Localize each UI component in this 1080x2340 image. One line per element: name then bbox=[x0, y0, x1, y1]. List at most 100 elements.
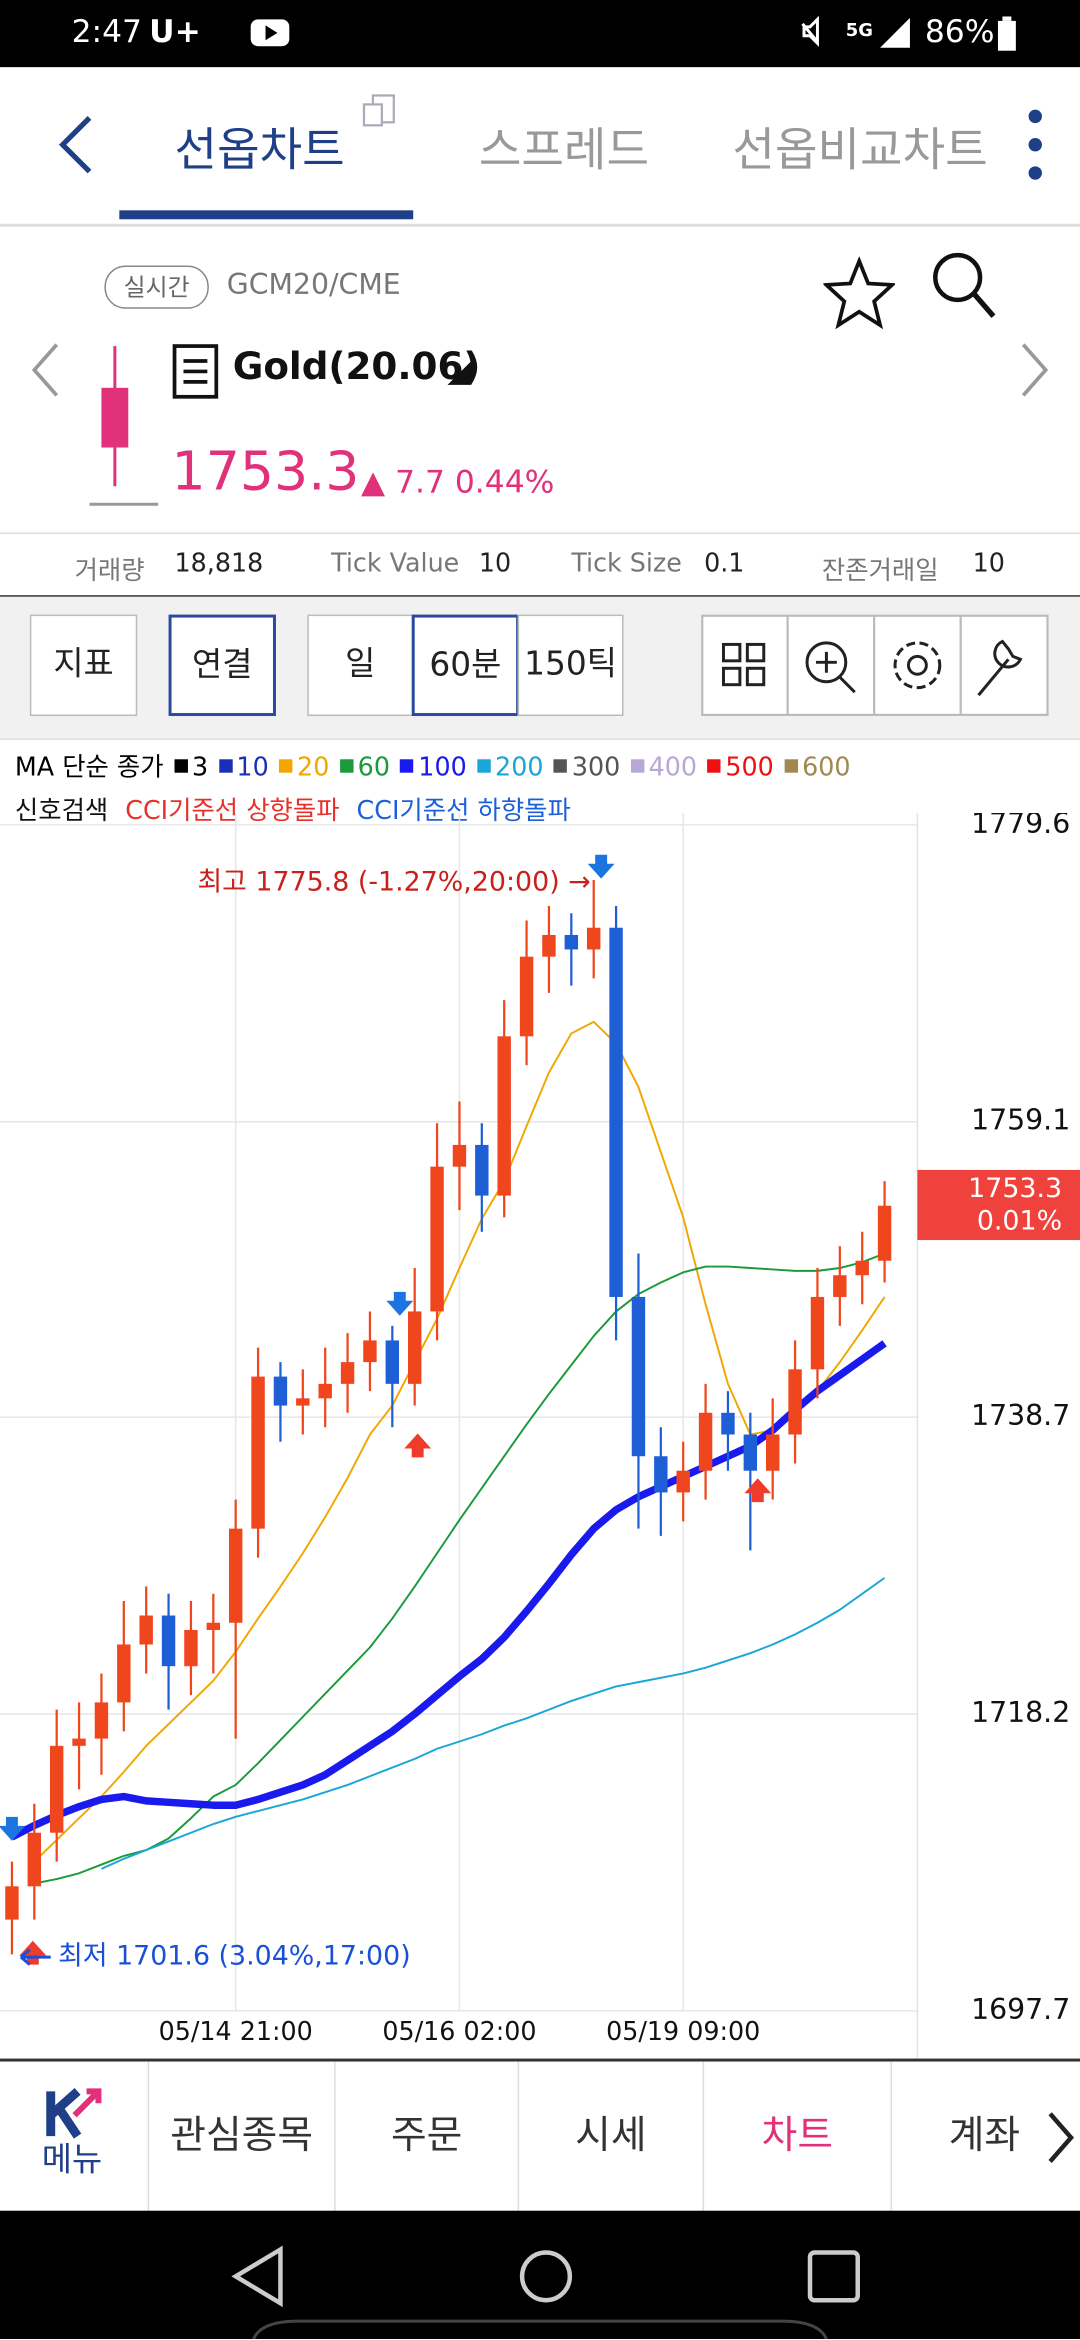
dropdown-arrow[interactable] bbox=[445, 358, 475, 388]
carrier: U+ bbox=[149, 13, 201, 50]
item-name[interactable]: Gold(20.06) bbox=[232, 344, 481, 388]
nav-item[interactable]: 계좌 bbox=[948, 2113, 1021, 2159]
legend-item: 600 bbox=[784, 753, 850, 783]
signal-down-arrow bbox=[0, 1816, 26, 1841]
search-button[interactable] bbox=[928, 248, 1000, 326]
legend-swatch bbox=[784, 759, 798, 773]
candle-body bbox=[430, 1166, 444, 1312]
candle-body bbox=[788, 1369, 802, 1435]
tab-indicator bbox=[119, 210, 414, 220]
candle-icon bbox=[89, 346, 159, 506]
legend-label: 600 bbox=[802, 753, 851, 784]
youtube-icon bbox=[250, 19, 290, 47]
legend-swatch bbox=[707, 759, 721, 773]
signal-row: 신호검색 CCI기준선 상향돌파 CCI기준선 하향돌파 bbox=[15, 789, 571, 827]
legend-item: 300 bbox=[553, 753, 621, 784]
legend-label: 100 bbox=[418, 753, 467, 784]
candle-body bbox=[586, 927, 601, 950]
legend-label: 20 bbox=[297, 753, 330, 784]
info-value: 0.1 bbox=[704, 548, 745, 579]
system-nav-icons[interactable] bbox=[0, 2211, 1080, 2340]
last-price-tag bbox=[917, 1169, 1080, 1241]
period-button[interactable]: 60분 bbox=[411, 614, 520, 717]
menu-button[interactable]: 메뉴 bbox=[0, 2061, 150, 2214]
candle-body bbox=[877, 1205, 892, 1261]
status-icons: 5G bbox=[801, 15, 910, 48]
signal-up[interactable]: CCI기준선 상향돌파 bbox=[125, 796, 340, 827]
clock: 2:47 bbox=[71, 13, 142, 50]
legend-label: 10 bbox=[236, 753, 269, 784]
info-label: Tick Value bbox=[331, 548, 460, 579]
nav-item[interactable]: 주문 bbox=[336, 2061, 520, 2214]
link-button[interactable]: 연결 bbox=[168, 614, 276, 717]
legend-item: 20 bbox=[279, 753, 329, 783]
bottom-nav: 메뉴 관심종목 주문 시세 차트 계좌 bbox=[0, 2058, 1080, 2214]
next-item[interactable] bbox=[1017, 340, 1053, 400]
legend-label: 300 bbox=[571, 753, 621, 784]
back-button[interactable] bbox=[54, 112, 99, 178]
tab-active[interactable]: 선옵차트 bbox=[174, 123, 345, 178]
period-button[interactable]: 일 bbox=[307, 614, 414, 717]
favorite-button[interactable] bbox=[823, 256, 896, 332]
candle-body bbox=[564, 934, 579, 950]
candle-body bbox=[833, 1275, 847, 1297]
candle-body bbox=[184, 1630, 198, 1667]
candle-body bbox=[765, 1434, 780, 1471]
candle-body bbox=[698, 1412, 713, 1471]
legend-item: 10 bbox=[218, 753, 269, 784]
x-tick-label: 05/16 02:00 bbox=[382, 2016, 536, 2046]
legend-swatch bbox=[553, 759, 568, 773]
info-value: 18,818 bbox=[174, 548, 264, 579]
candle-body bbox=[385, 1340, 400, 1384]
legend-label: 200 bbox=[495, 753, 544, 784]
ma-line bbox=[34, 1252, 885, 1885]
candle-body bbox=[363, 1340, 377, 1363]
legend-item: 200 bbox=[477, 753, 543, 783]
high-annotation: 최고 1775.8 (-1.27%,20:00) → bbox=[197, 867, 590, 898]
ma-line bbox=[101, 1577, 886, 1870]
x-tick-label: 05/19 09:00 bbox=[606, 2016, 760, 2046]
candle-body bbox=[743, 1434, 758, 1471]
legend-item: 400 bbox=[630, 753, 697, 783]
candle-body bbox=[542, 934, 556, 957]
current-price: 1753.3 bbox=[171, 441, 360, 503]
y-tick-label: 1738.7 bbox=[971, 1399, 1070, 1432]
prev-item[interactable] bbox=[27, 340, 63, 400]
nav-scroll-right[interactable] bbox=[1044, 2109, 1077, 2166]
last-price-value: 1753.3 bbox=[968, 1173, 1062, 1204]
legend-swatch bbox=[630, 759, 645, 773]
nav-item-active[interactable]: 차트 bbox=[704, 2061, 893, 2214]
low-annotation-arrow bbox=[19, 1948, 51, 1966]
info-row: 거래량 18,818 Tick Value 10 Tick Size 0.1 잔… bbox=[0, 532, 1080, 599]
candle-body bbox=[475, 1144, 489, 1196]
change-rate: 0.44% bbox=[454, 463, 555, 500]
tab[interactable]: 선옵비교차트 bbox=[732, 123, 988, 178]
candle-body bbox=[810, 1296, 825, 1370]
period-button[interactable]: 150틱 bbox=[517, 614, 624, 717]
candle-body bbox=[631, 1296, 646, 1457]
nav-item[interactable]: 관심종목 bbox=[149, 2061, 336, 2214]
legend-item: 500 bbox=[707, 753, 774, 783]
toolbar: 지표 연결 일 60분 150틱 bbox=[0, 596, 1080, 740]
legend-item: 60 bbox=[339, 753, 390, 783]
candle-body bbox=[49, 1745, 64, 1833]
chart: 1697.7 1718.2 1738.7 1759.1 1779.6 05/14 21:0… bbox=[0, 812, 1080, 2059]
legend-swatch bbox=[339, 759, 354, 773]
legend-title: MA 단순 종가 bbox=[14, 753, 164, 784]
candle-body bbox=[452, 1144, 467, 1167]
info-value: 10 bbox=[478, 548, 512, 579]
tab[interactable]: 스프레드 bbox=[478, 123, 650, 178]
ma-line bbox=[10, 1340, 887, 1841]
tool-icons[interactable] bbox=[701, 614, 1049, 717]
popout-icon[interactable] bbox=[361, 92, 400, 131]
candle-body bbox=[654, 1456, 668, 1493]
candle-body bbox=[206, 1622, 221, 1631]
change-value: 7.7 bbox=[395, 463, 445, 500]
signal-down[interactable]: CCI기준선 하향돌파 bbox=[356, 796, 571, 827]
nav-item[interactable]: 시세 bbox=[519, 2061, 705, 2214]
indicator-button[interactable]: 지표 bbox=[29, 614, 138, 717]
more-menu[interactable] bbox=[1023, 107, 1047, 182]
document-icon[interactable] bbox=[172, 343, 220, 400]
y-tick-label: 1718.2 bbox=[971, 1696, 1070, 1729]
